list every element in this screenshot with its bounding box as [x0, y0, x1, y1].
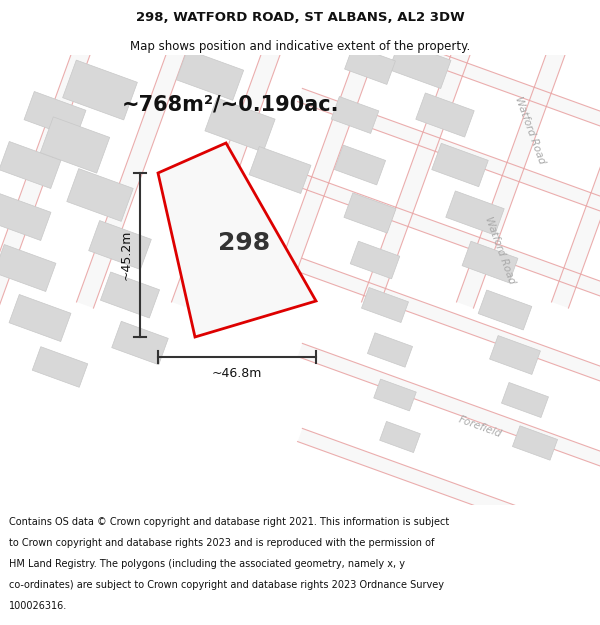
- Polygon shape: [62, 60, 137, 120]
- Polygon shape: [362, 0, 583, 308]
- Polygon shape: [205, 98, 275, 152]
- Polygon shape: [40, 117, 110, 173]
- Polygon shape: [77, 0, 298, 308]
- Polygon shape: [0, 0, 13, 308]
- Polygon shape: [374, 379, 416, 411]
- Polygon shape: [24, 91, 86, 139]
- Text: Watford Road: Watford Road: [483, 215, 517, 285]
- Polygon shape: [389, 41, 451, 89]
- Polygon shape: [298, 258, 600, 509]
- Text: co-ordinates) are subject to Crown copyright and database rights 2023 Ordnance S: co-ordinates) are subject to Crown copyr…: [9, 580, 444, 590]
- Polygon shape: [0, 141, 61, 189]
- Text: Forefield: Forefield: [457, 414, 503, 439]
- Polygon shape: [457, 0, 600, 308]
- Polygon shape: [298, 343, 600, 594]
- Text: Watford Road: Watford Road: [513, 95, 547, 165]
- Polygon shape: [249, 146, 311, 194]
- Polygon shape: [0, 0, 202, 308]
- Polygon shape: [158, 143, 316, 337]
- Text: HM Land Registry. The polygons (including the associated geometry, namely x, y: HM Land Registry. The polygons (includin…: [9, 559, 405, 569]
- Polygon shape: [100, 272, 160, 318]
- Text: Contains OS data © Crown copyright and database right 2021. This information is : Contains OS data © Crown copyright and d…: [9, 517, 449, 527]
- Polygon shape: [551, 0, 600, 308]
- Text: to Crown copyright and database rights 2023 and is reproduced with the permissio: to Crown copyright and database rights 2…: [9, 538, 434, 548]
- Text: 298, WATFORD ROAD, ST ALBANS, AL2 3DW: 298, WATFORD ROAD, ST ALBANS, AL2 3DW: [136, 11, 464, 24]
- Polygon shape: [176, 50, 244, 100]
- Polygon shape: [32, 347, 88, 388]
- Polygon shape: [172, 0, 392, 308]
- Polygon shape: [298, 428, 600, 625]
- Polygon shape: [344, 46, 395, 84]
- Polygon shape: [380, 421, 421, 452]
- Polygon shape: [331, 96, 379, 134]
- Polygon shape: [462, 241, 518, 282]
- Text: 100026316.: 100026316.: [9, 601, 67, 611]
- Polygon shape: [0, 0, 107, 308]
- Polygon shape: [298, 88, 600, 339]
- Polygon shape: [9, 294, 71, 341]
- Polygon shape: [344, 193, 396, 233]
- Text: ~45.2m: ~45.2m: [120, 230, 133, 280]
- Polygon shape: [112, 321, 168, 365]
- Polygon shape: [298, 598, 600, 625]
- Polygon shape: [334, 145, 386, 185]
- Text: ~46.8m: ~46.8m: [212, 367, 262, 380]
- Polygon shape: [446, 191, 504, 235]
- Polygon shape: [502, 382, 548, 418]
- Polygon shape: [266, 0, 487, 308]
- Polygon shape: [89, 221, 151, 269]
- Text: 298: 298: [218, 231, 270, 256]
- Polygon shape: [512, 426, 557, 460]
- Polygon shape: [298, 3, 600, 254]
- Polygon shape: [478, 290, 532, 330]
- Polygon shape: [416, 93, 474, 137]
- Polygon shape: [298, 0, 600, 169]
- Polygon shape: [350, 241, 400, 279]
- Polygon shape: [367, 333, 413, 367]
- Text: ~768m²/~0.190ac.: ~768m²/~0.190ac.: [121, 95, 339, 115]
- Polygon shape: [0, 194, 51, 241]
- Polygon shape: [0, 244, 56, 291]
- Polygon shape: [298, 513, 600, 625]
- Polygon shape: [362, 288, 409, 322]
- Polygon shape: [490, 336, 541, 374]
- Polygon shape: [298, 173, 600, 424]
- Polygon shape: [298, 0, 600, 84]
- Text: Map shows position and indicative extent of the property.: Map shows position and indicative extent…: [130, 39, 470, 52]
- Polygon shape: [67, 169, 133, 221]
- Polygon shape: [432, 143, 488, 187]
